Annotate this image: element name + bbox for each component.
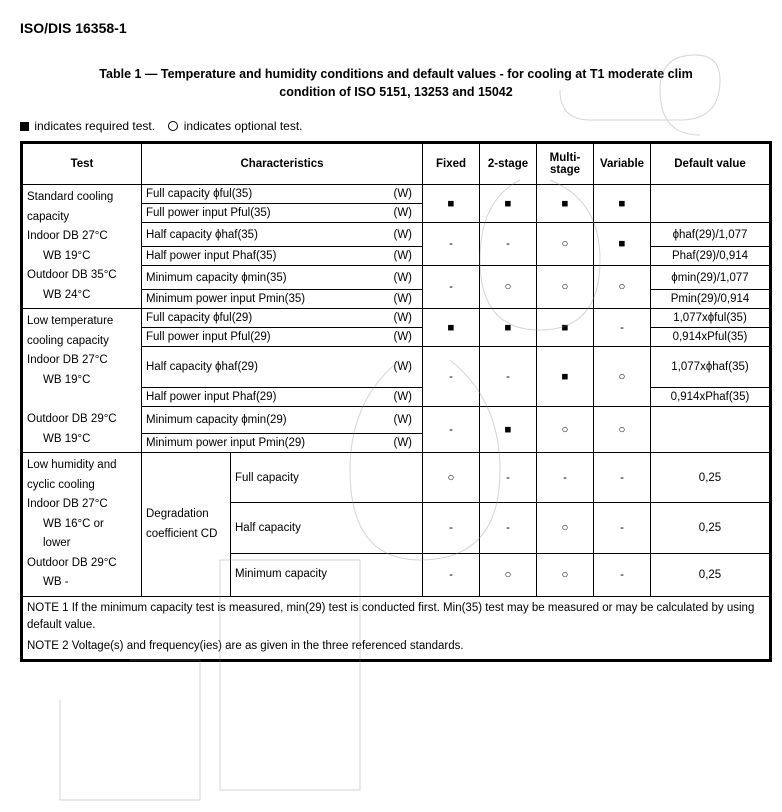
char-r2: Full power input Pful(35)(W) [142, 204, 423, 223]
default: 0,25 [651, 553, 771, 596]
default [651, 185, 771, 223]
char-r5: Minimum capacity ϕmin(35)(W) [142, 266, 423, 290]
char-r12: Minimum power input Pmin(29)(W) [142, 434, 423, 453]
default: 0,914xPful(35) [651, 328, 771, 347]
char-r11: Minimum capacity ϕmin(29)(W) [142, 407, 423, 434]
default: Pmin(29)/0,914 [651, 290, 771, 309]
header-variable: Variable [594, 143, 651, 185]
default: 0,914xPhaf(35) [651, 388, 771, 407]
degradation-label: Degradation coefficient CD [142, 453, 231, 597]
mark: ■ [423, 309, 480, 347]
mark: ■ [480, 407, 537, 453]
mark: - [423, 223, 480, 266]
char-r4: Half power input Phaf(35)(W) [142, 247, 423, 266]
deg-half: Half capacity [231, 503, 423, 553]
mark: - [594, 503, 651, 553]
mark: ■ [594, 185, 651, 223]
mark: - [423, 407, 480, 453]
table-title: Table 1 — Temperature and humidity condi… [20, 66, 772, 101]
title-line-2: condition of ISO 5151, 13253 and 15042 [279, 85, 512, 99]
mark: - [537, 453, 594, 503]
char-r7: Full capacity ϕful(29)(W) [142, 309, 423, 328]
mark: ■ [423, 185, 480, 223]
legend: indicates required test. indicates optio… [20, 119, 772, 133]
default: 1,077xϕhaf(35) [651, 347, 771, 388]
mark: - [423, 503, 480, 553]
mark: - [423, 266, 480, 309]
mark: ○ [594, 266, 651, 309]
mark: - [480, 453, 537, 503]
mark: - [594, 453, 651, 503]
mark: ■ [537, 185, 594, 223]
char-r1: Full capacity ϕful(35)(W) [142, 185, 423, 204]
test-low-temp: Low temperature cooling capacity Indoor … [22, 309, 142, 453]
char-r8: Full power input Pful(29)(W) [142, 328, 423, 347]
char-r10: Half power input Phaf(29)(W) [142, 388, 423, 407]
default: ϕmin(29)/1,077 [651, 266, 771, 290]
mark: - [480, 503, 537, 553]
header-fixed: Fixed [423, 143, 480, 185]
mark: ○ [537, 503, 594, 553]
conditions-table: Test Characteristics Fixed 2-stage Multi… [20, 141, 772, 662]
mark: ■ [480, 185, 537, 223]
default: 0,25 [651, 453, 771, 503]
mark: ■ [594, 223, 651, 266]
mark: ○ [537, 553, 594, 596]
mark: ○ [480, 553, 537, 596]
header-characteristics: Characteristics [142, 143, 423, 185]
mark: ○ [594, 407, 651, 453]
header-2stage: 2-stage [480, 143, 537, 185]
char-r6: Minimum power input Pmin(35)(W) [142, 290, 423, 309]
mark: ○ [537, 407, 594, 453]
mark: - [480, 347, 537, 407]
char-r3: Half capacity ϕhaf(35)(W) [142, 223, 423, 247]
header-test: Test [22, 143, 142, 185]
mark: ■ [537, 309, 594, 347]
mark: ○ [480, 266, 537, 309]
mark: ○ [537, 223, 594, 266]
default: 1,077xϕful(35) [651, 309, 771, 328]
note-2: NOTE 2 Voltage(s) and frequency(ies) are… [27, 638, 765, 655]
legend-optional: indicates optional test. [184, 119, 303, 133]
default: 0,25 [651, 503, 771, 553]
default [651, 407, 771, 453]
title-line-1: Table 1 — Temperature and humidity condi… [99, 67, 692, 81]
document-id: ISO/DIS 16358-1 [20, 20, 772, 36]
legend-required: indicates required test. [34, 119, 155, 133]
deg-full: Full capacity [231, 453, 423, 503]
mark: ○ [423, 453, 480, 503]
note-1: NOTE 1 If the minimum capacity test is m… [27, 600, 765, 635]
mark: ○ [537, 266, 594, 309]
filled-square-icon [20, 122, 29, 131]
test-standard-cooling: Standard cooling capacity Indoor DB 27°C… [22, 185, 142, 309]
mark: - [594, 553, 651, 596]
mark: ■ [480, 309, 537, 347]
mark: - [423, 347, 480, 407]
test-low-humidity: Low humidity and cyclic cooling Indoor D… [22, 453, 142, 597]
deg-min: Minimum capacity [231, 553, 423, 596]
header-default: Default value [651, 143, 771, 185]
mark: - [423, 553, 480, 596]
char-r9: Half capacity ϕhaf(29)(W) [142, 347, 423, 388]
default: Phaf(29)/0,914 [651, 247, 771, 266]
mark: - [480, 223, 537, 266]
mark: ■ [537, 347, 594, 407]
header-multistage: Multi-stage [537, 143, 594, 185]
open-circle-icon [168, 121, 178, 131]
mark: - [594, 309, 651, 347]
mark: ○ [594, 347, 651, 407]
notes-cell: NOTE 1 If the minimum capacity test is m… [22, 596, 771, 660]
default: ϕhaf(29)/1,077 [651, 223, 771, 247]
